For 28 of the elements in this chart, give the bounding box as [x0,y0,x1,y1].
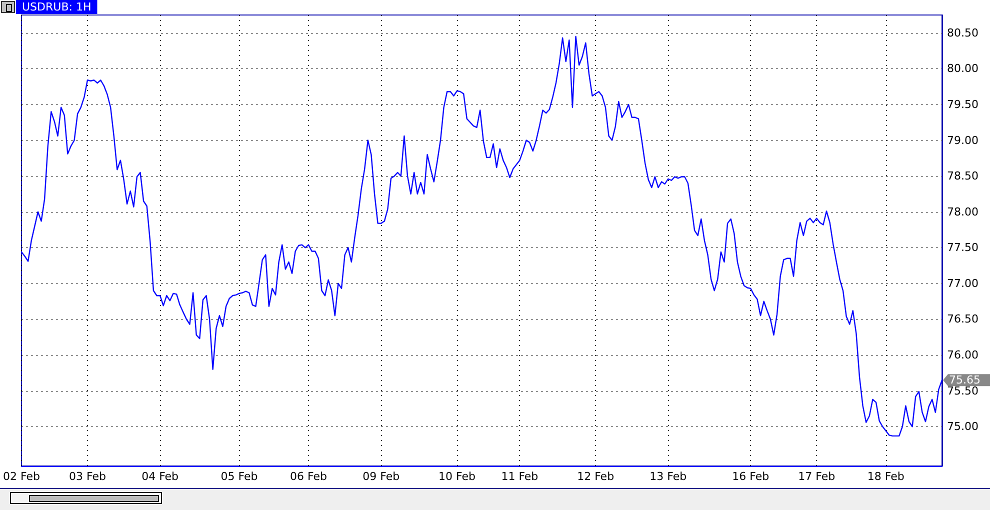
x-tick-label: 17 Feb [798,470,836,483]
chart-title: USDRUB: 1H [22,0,92,14]
x-tick-label: 02 Feb [2,470,40,483]
y-tick-label: 75.00 [947,420,978,434]
y-tick-label: 78.50 [947,170,978,183]
x-tick-label: 12 Feb [577,470,614,483]
x-tick-label: 03 Feb [68,470,106,483]
x-tick-label: 11 Feb [501,470,538,483]
x-tick-label: 10 Feb [438,470,476,483]
x-tick-label: 13 Feb [650,470,687,483]
line-series [20,36,943,437]
y-tick-label: 76.50 [947,312,978,326]
x-tick-label: 06 Feb [290,470,328,483]
y-tick-label: 80.50 [947,26,978,40]
x-tick-label: 04 Feb [142,470,179,483]
y-tick-label: 76.00 [947,348,978,362]
x-tick-label: 05 Feb [220,470,258,483]
x-tick-label: 16 Feb [732,470,770,483]
y-tick-label: 78.00 [947,205,978,218]
y-tick-label: 77.00 [947,276,978,290]
y-tick-label: 80.00 [947,62,978,76]
y-tick-label: 79.50 [947,98,978,111]
x-tick-label: 18 Feb [867,470,904,483]
y-tick-label: 75.50 [947,384,978,398]
y-tick-label: 79.00 [947,134,978,147]
text: 75.65 [949,374,980,387]
y-tick-label: 77.50 [947,241,978,254]
x-tick-label: 09 Feb [362,470,400,483]
